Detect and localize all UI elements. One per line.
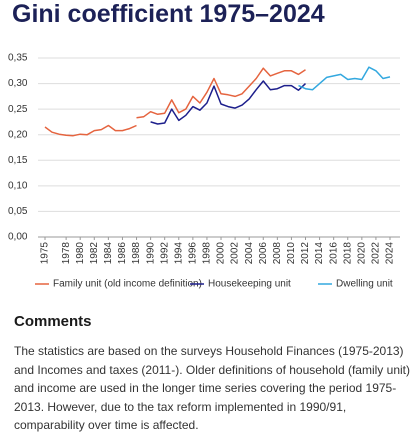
y-tick-label: 0,30 [8, 78, 28, 89]
chart-title: Gini coefficient 1975–2024 [12, 0, 325, 28]
x-tick-label: 1990 [145, 242, 156, 265]
x-tick-label: 2010 [286, 242, 297, 265]
x-tick-label: 2002 [230, 242, 241, 265]
y-tick-label: 0,25 [8, 104, 28, 115]
x-tick-label: 1982 [89, 242, 100, 265]
y-tick-label: 0,05 [8, 206, 28, 217]
legend-label: Family unit (old income definition) [53, 279, 202, 290]
comments: Comments The statistics are based on the… [14, 313, 414, 435]
comments-text: The statistics are based on the surveys … [14, 344, 410, 432]
chart: 0,00 0,05 0,10 0,15 0,20 0,25 0,30 0,35 1975 1978… [8, 53, 400, 290]
x-tick-label: 1998 [202, 242, 213, 265]
x-tick-label: 1980 [75, 242, 86, 265]
x-tick-label: 1978 [61, 242, 72, 265]
x-tick-label: 2022 [371, 242, 382, 265]
x-tick-label: 2024 [385, 242, 396, 265]
x-tick-label: 2012 [300, 242, 311, 265]
y-tick-label: 0,15 [8, 155, 28, 166]
x-tick-label: 2014 [314, 242, 325, 265]
y-tick-label: 0,00 [8, 232, 28, 243]
x-tick-label: 2016 [328, 242, 339, 265]
x-tick-label: 2004 [244, 242, 255, 265]
x-tick-label: 1984 [103, 242, 114, 265]
x-tick-label: 2000 [216, 242, 227, 265]
page: {"chart_data": {"type": "line", "title":… [8, 0, 410, 432]
y-tick-label: 0,35 [8, 53, 28, 64]
x-tick-label: 1986 [117, 242, 128, 265]
x-tick-label: 2008 [272, 242, 283, 265]
x-tick-label: 1975 [40, 242, 51, 265]
x-tick-label: 2020 [356, 242, 367, 265]
comments-heading: Comments [14, 313, 92, 330]
x-tick-label: 1996 [187, 242, 198, 265]
x-tick-label: 2006 [258, 242, 269, 265]
x-tick-label: 1992 [159, 242, 170, 265]
series-line [150, 80, 307, 125]
x-tick-label: 2018 [342, 242, 353, 265]
series-line [298, 66, 391, 91]
x-tick-label: 1988 [131, 242, 142, 265]
y-tick-label: 0,10 [8, 180, 28, 191]
legend-label: Dwelling unit [336, 279, 393, 290]
legend-label: Housekeeping unit [208, 279, 291, 290]
x-tick-label: 1994 [173, 242, 184, 265]
y-tick-label: 0,20 [8, 129, 28, 140]
series-line [44, 67, 306, 137]
